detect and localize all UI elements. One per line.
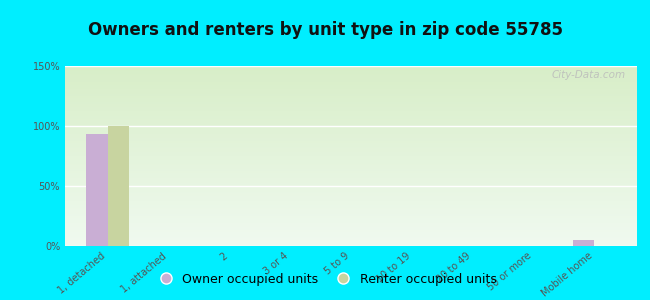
- Text: City-Data.com: City-Data.com: [551, 70, 625, 80]
- Bar: [573, 240, 594, 246]
- Legend: Owner occupied units, Renter occupied units: Owner occupied units, Renter occupied un…: [148, 268, 502, 291]
- Bar: [108, 126, 129, 246]
- Text: Owners and renters by unit type in zip code 55785: Owners and renters by unit type in zip c…: [88, 21, 562, 39]
- Bar: [86, 134, 108, 246]
